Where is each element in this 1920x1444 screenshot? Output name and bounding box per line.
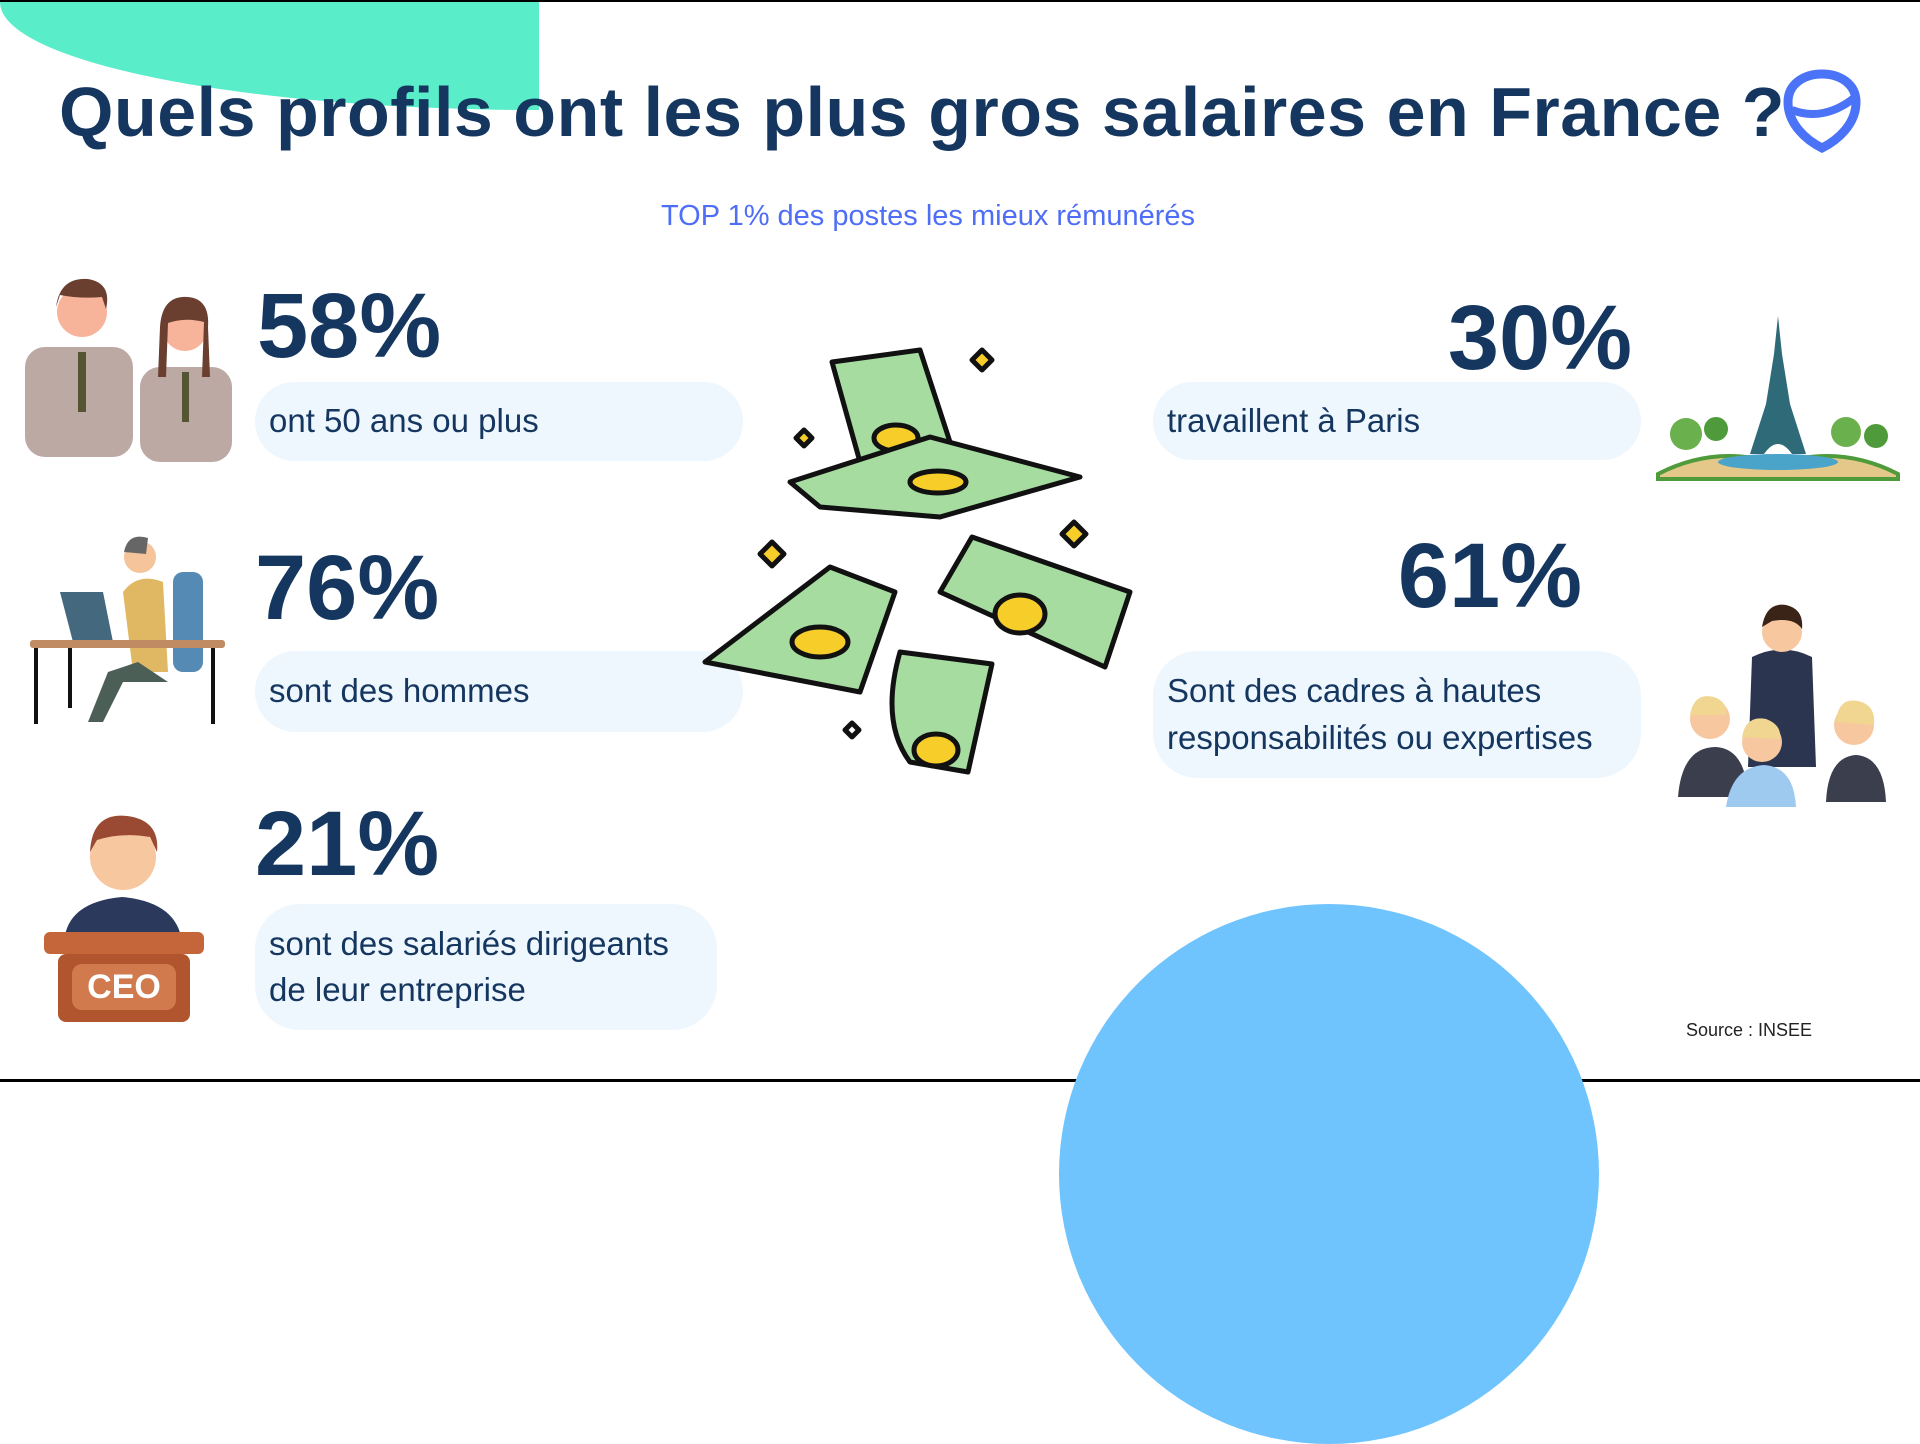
stat-value: 21%	[255, 793, 440, 895]
stat-label: Sont des cadres à hautes responsabilités…	[1153, 651, 1641, 778]
shield-logo-icon	[1783, 69, 1861, 154]
page-title: Quels profils ont les plus gros salaires…	[59, 73, 1785, 151]
blue-circle-decoration	[1059, 904, 1599, 1444]
stat-value: 58%	[257, 275, 442, 377]
stat-label: travaillent à Paris	[1153, 382, 1641, 460]
subtitle: TOP 1% des postes les mieux rémunérés	[660, 200, 1196, 232]
ceo-illustration: CEO	[44, 815, 204, 1022]
flying-money-illustration	[702, 347, 1133, 775]
stat-label: sont des hommes	[255, 651, 743, 732]
business-couple-illustration	[25, 278, 232, 462]
source-note: Source : INSEE	[1686, 1020, 1813, 1040]
stat-label: ont 50 ans ou plus	[255, 382, 743, 461]
stat-value: 30%	[1447, 287, 1632, 389]
man-at-desk-illustration	[30, 536, 225, 724]
eiffel-tower-illustration	[1656, 316, 1900, 481]
stat-value: 61%	[1397, 525, 1582, 627]
team-meeting-illustration	[1678, 604, 1886, 807]
stat-value: 76%	[255, 537, 440, 639]
stat-label: sont des salariés dirigeants de leur ent…	[255, 904, 717, 1030]
ceo-badge-text: CEO	[87, 968, 161, 1006]
